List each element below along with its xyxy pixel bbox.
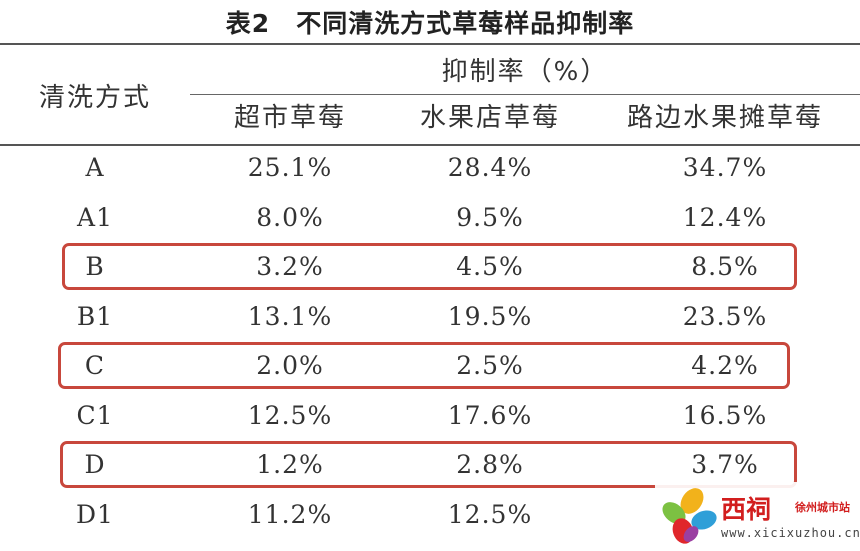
- row-method-cell: B: [85, 252, 105, 281]
- rate-cell: 2.8%: [456, 450, 524, 479]
- rate-cell: 4.5%: [456, 252, 524, 281]
- rate-cell: 23.5%: [682, 302, 768, 331]
- rate-cell: 12.5%: [247, 401, 333, 430]
- rate-cell: 12.5%: [447, 500, 533, 529]
- row-method-cell: B1: [76, 302, 114, 331]
- rate-cell: 4.2%: [691, 351, 759, 380]
- row-highlight-box: [60, 441, 797, 488]
- rate-cell: 9.5%: [456, 203, 524, 232]
- row-method-cell: A1: [77, 203, 113, 232]
- rate-cell: 17.6%: [447, 401, 533, 430]
- rate-cell: 19.5%: [447, 302, 533, 331]
- row-header: 清洗方式: [38, 83, 151, 113]
- rate-cell: 1.2%: [256, 450, 324, 479]
- watermark-name: 西祠: [721, 495, 772, 524]
- watermark-subname: 徐州城市站: [795, 501, 850, 514]
- rate-cell: 3.2%: [256, 252, 324, 281]
- rate-cell: 2.0%: [256, 351, 324, 380]
- table-caption: 表2 不同清洗方式草莓样品抑制率: [225, 9, 635, 38]
- group-rule: [190, 94, 860, 95]
- pinwheel-logo-icon: [662, 488, 717, 544]
- column-header-supermarket: 超市草莓: [233, 103, 346, 133]
- row-method-cell: C: [84, 351, 106, 380]
- group-header: 抑制率（%）: [441, 57, 609, 87]
- rate-cell: 8.0%: [256, 203, 324, 232]
- header-rule: [0, 144, 860, 146]
- rate-cell: 11.2%: [247, 500, 333, 529]
- watermark-logo: 西祠 徐州城市站 www.xicixuzhou.cn: [655, 482, 860, 551]
- top-rule: [0, 43, 860, 45]
- rate-cell: 3.7%: [691, 450, 759, 479]
- rate-cell: 2.5%: [456, 351, 524, 380]
- rate-cell: 28.4%: [447, 153, 533, 182]
- rate-cell: 12.4%: [682, 203, 768, 232]
- row-method-cell: C1: [76, 401, 114, 430]
- rate-cell: 25.1%: [247, 153, 333, 182]
- column-header-fruit-shop: 水果店草莓: [419, 103, 560, 133]
- row-highlight-box: [58, 342, 790, 389]
- watermark-url: www.xicixuzhou.cn: [721, 526, 860, 540]
- rate-cell: 13.1%: [247, 302, 333, 331]
- rate-cell: 8.5%: [691, 252, 759, 281]
- rate-cell: 16.5%: [682, 401, 768, 430]
- row-method-cell: D1: [76, 500, 114, 529]
- column-header-street-stall: 路边水果摊草莓: [626, 103, 823, 133]
- row-method-cell: A: [85, 153, 105, 182]
- row-method-cell: D: [84, 450, 106, 479]
- rate-cell: 34.7%: [682, 153, 768, 182]
- row-highlight-box: [62, 243, 797, 290]
